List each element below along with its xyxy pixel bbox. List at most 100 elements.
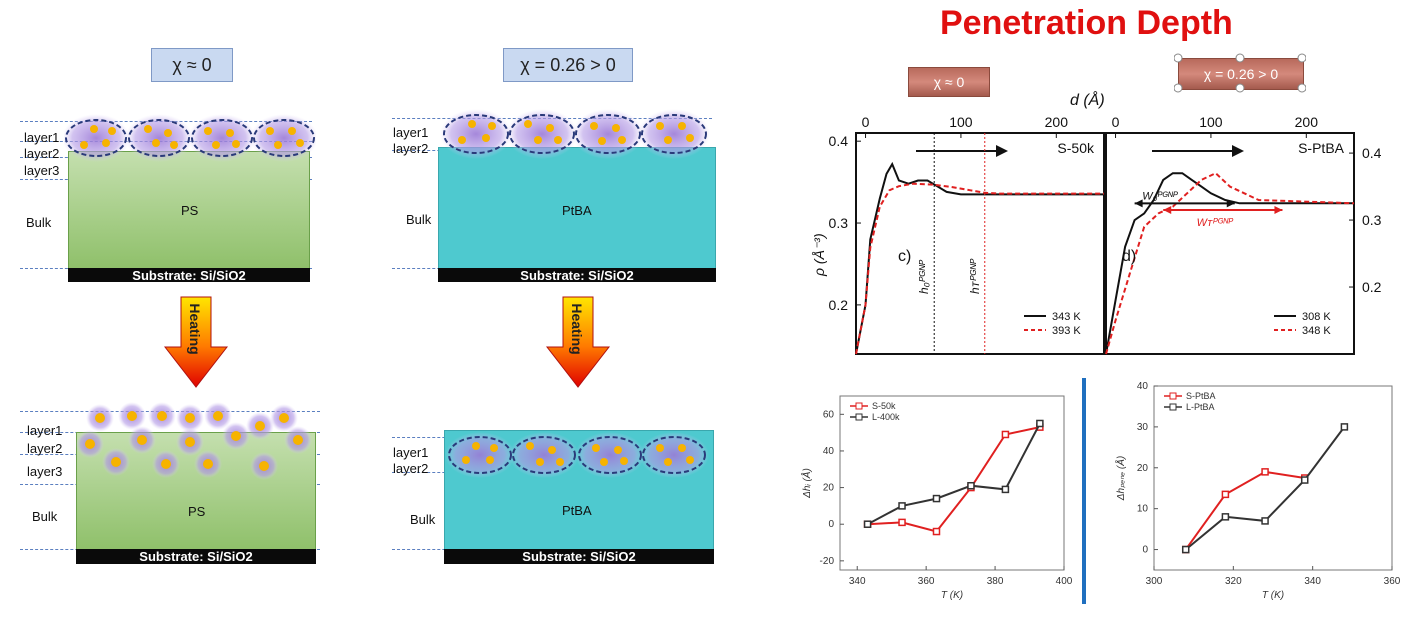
panel-label: d) [1122,248,1136,265]
y-axis-label: Δhₚₑₙₑ (Å) [1114,456,1127,501]
y-tick-label: 0.2 [829,297,849,313]
layer2-label: layer2 [393,461,429,476]
panel-title: S-50k [1057,140,1095,156]
series-line [1185,426,1346,551]
x-axis-label: T (K) [1262,590,1284,600]
x-tick-label: 340 [1304,576,1321,587]
layer1-label: layer1 [27,423,63,438]
film-label: PS [188,504,206,519]
y-tick-label: 40 [823,446,835,457]
data-point [1001,430,1010,439]
data-point [932,494,941,503]
y-tick-label: 20 [823,483,835,494]
marker-label-w0: W₀ᴾᴳᴺᴾ [1142,190,1178,202]
x-tick-label: 360 [1384,576,1401,587]
data-point [1261,517,1269,525]
heating-label: Heating [569,303,585,355]
layer3-label: layer3 [24,163,60,178]
x-tick-label: 100 [1199,114,1223,130]
series-line [867,426,1041,533]
data-point [1181,545,1190,554]
chart-panel-c: 0 100 200 0.2 0.3 0.4 S-50k c) 343 K 393 K h₀ᴾᴳᴺᴾ h… [829,114,1105,355]
marker-label-wt: Wᴛᴾᴳᴺᴾ [1197,217,1234,229]
legend-marker [1169,403,1177,411]
penetration-chart-right: 300 320 340 360 0 10 20 30 40 T (K) Δhₚₑₙₑ (Å) S-Pt… [1114,381,1401,600]
legend-label: 393 K [1052,325,1081,337]
arrow-head [996,145,1008,157]
y-tick-label: 60 [823,409,835,420]
x-tick-label: 340 [849,576,866,587]
y-tick-label: 30 [1137,422,1149,433]
data-point [967,481,975,490]
selection-handles [1174,53,1306,93]
density-profile-charts: d (Å) ρ (Å⁻³) 0 100 200 0.2 0.3 0.4 S-50k c) 343… [811,90,1382,355]
x-tick-label: 300 [1146,576,1163,587]
y-tick-label: 0.3 [829,215,849,231]
x-tick-label: 400 [1056,576,1073,587]
layer1-label: layer1 [24,130,60,145]
marker-label-h0: h₀ᴾᴳᴺᴾ [917,259,931,294]
dispersed-nanoparticles [76,402,312,480]
x-tick-label: 200 [1045,114,1069,130]
x-axis-label: T (K) [941,590,963,600]
plot-frame [1105,132,1355,355]
chi-tag-left: χ ≈ 0 [908,67,990,97]
legend-label: 308 K [1302,311,1331,323]
legend-label: L-PtBA [1186,402,1215,412]
heating-arrow-ps [163,296,229,388]
plot-frame [855,132,1105,355]
chart-panel-dhpene: 300 320 340 360 0 10 20 30 40 T (K) Δhₚₑₙₑ (Å) S-Pt… [1114,381,1401,600]
chart-panel-dh: 340 360 380 400 -20 0 20 40 60 T (K) Δhᵢ (Å) S-50kL… [800,395,1073,600]
layer1-label: layer1 [393,445,429,460]
chi-box-ps: χ ≈ 0 [151,48,233,82]
top-axis-label: d (Å) [1070,90,1105,109]
data-point [1340,423,1349,431]
x-tick-label: 0 [862,114,870,130]
divider [1082,378,1086,604]
series-line [1105,172,1354,355]
data-point [1221,513,1230,521]
series-line [855,161,1104,355]
data-point [1221,490,1230,499]
marker-label-ht: hᴛᴾᴳᴺᴾ [968,258,982,294]
x-tick-label: 380 [987,576,1004,587]
panel-label: c) [898,248,911,265]
series-line [1184,470,1305,551]
legend-label: 343 K [1052,311,1081,323]
legend-label: 348 K [1302,325,1331,337]
plot-frame [839,395,1065,571]
y-tick-label: 0.4 [829,133,849,149]
series-line [855,182,1104,355]
substrate-bar: Substrate: Si/SiO2 [68,268,310,283]
y-tick-label: 0 [828,519,834,530]
y-tick-label: 0.4 [1362,145,1382,161]
legend-label: L-400k [872,412,900,422]
data-point [898,518,906,527]
heating-arrow-ptba [545,296,611,388]
film-label: PtBA [562,503,592,518]
layer2-label: layer2 [393,141,429,156]
data-point [932,527,941,536]
bulk-label: Bulk [26,215,52,230]
layer3-label: layer3 [27,464,63,479]
legend-marker [855,413,863,421]
nanoparticle-chain-embedded [445,432,709,478]
legend-marker [1169,392,1177,400]
y-tick-label: 40 [1137,381,1149,392]
plot-frame [1153,385,1393,571]
layer1-label: layer1 [393,125,429,140]
substrate-bar: Substrate: Si/SiO2 [76,549,316,564]
bulk-label: Bulk [406,212,432,227]
chi-box-ptba: χ = 0.26 > 0 [503,48,633,82]
page-title: Penetration Depth [940,4,1233,42]
ptba-film-before [438,147,716,270]
y-tick-label: 0.2 [1362,279,1382,295]
y-tick-label: 10 [1137,504,1149,515]
layer2-label: layer2 [24,146,60,161]
film-label: PtBA [562,203,592,218]
x-tick-label: 200 [1295,114,1319,130]
data-point [898,502,906,510]
data-point [1036,419,1044,428]
substrate-bar: Substrate: Si/SiO2 [444,549,714,564]
y-tick-label: 0.3 [1362,212,1382,228]
